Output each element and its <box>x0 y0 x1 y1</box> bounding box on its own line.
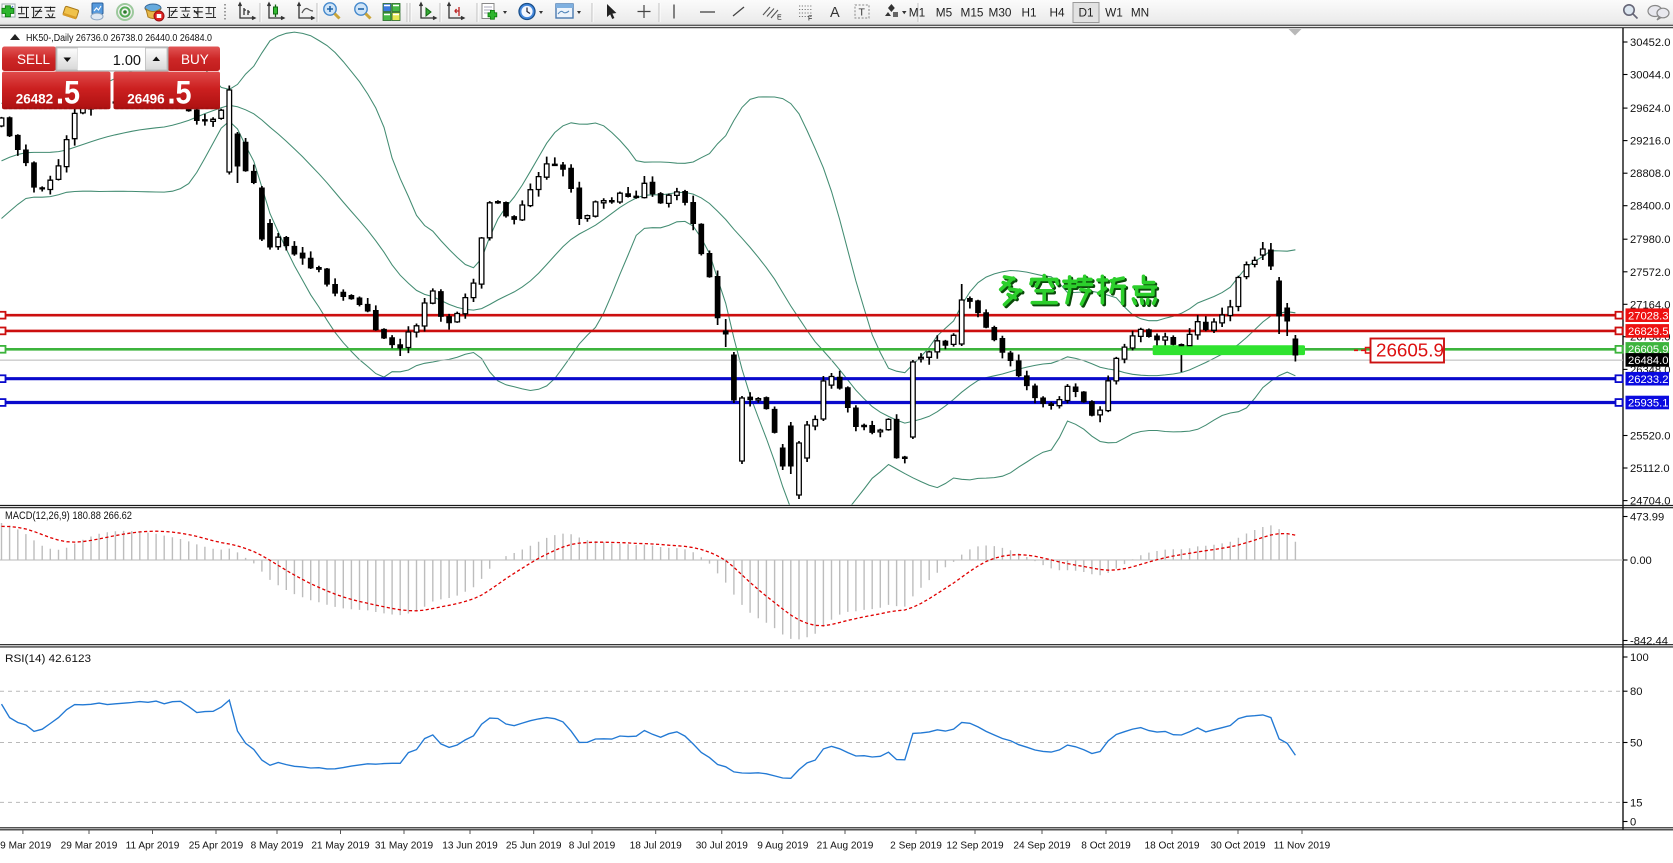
svg-text:30044.0: 30044.0 <box>1630 70 1670 82</box>
svg-text:27028.3: 27028.3 <box>1628 310 1668 322</box>
svg-text:80: 80 <box>1630 686 1642 698</box>
svg-text:25 Apr 2019: 25 Apr 2019 <box>189 841 244 852</box>
svg-text:11 Apr 2019: 11 Apr 2019 <box>126 841 180 852</box>
svg-text:473.99: 473.99 <box>1630 512 1664 524</box>
svg-text:25520.0: 25520.0 <box>1630 431 1670 443</box>
svg-text:30 Jul 2019: 30 Jul 2019 <box>696 841 749 852</box>
svg-text:15: 15 <box>1630 797 1642 809</box>
svg-text:M5: M5 <box>936 6 953 20</box>
svg-text:25935.1: 25935.1 <box>1628 398 1668 410</box>
svg-text:29624.0: 29624.0 <box>1630 103 1670 115</box>
svg-text:-842.44: -842.44 <box>1630 636 1668 648</box>
svg-text:12 Sep 2019: 12 Sep 2019 <box>946 841 1004 852</box>
svg-text:26829.5: 26829.5 <box>1628 326 1668 338</box>
svg-text:31 May 2019: 31 May 2019 <box>375 841 434 852</box>
svg-text:MN: MN <box>1131 6 1149 20</box>
svg-text:26233.2: 26233.2 <box>1628 374 1668 386</box>
svg-text:28400.0: 28400.0 <box>1630 201 1670 213</box>
svg-text:11 Nov 2019: 11 Nov 2019 <box>1274 841 1331 852</box>
svg-text:.5: .5 <box>56 75 80 111</box>
svg-text:18 Jul 2019: 18 Jul 2019 <box>630 841 683 852</box>
svg-text:8 Jul 2019: 8 Jul 2019 <box>569 841 616 852</box>
svg-text:SELL: SELL <box>17 52 51 67</box>
svg-text:18 Oct 2019: 18 Oct 2019 <box>1145 841 1200 852</box>
svg-text:26496: 26496 <box>127 91 165 106</box>
svg-text:0.00: 0.00 <box>1630 555 1652 567</box>
svg-text:9 Aug 2019: 9 Aug 2019 <box>757 841 808 852</box>
svg-text:100: 100 <box>1630 652 1649 664</box>
svg-text:W1: W1 <box>1105 6 1123 20</box>
svg-text:21 Aug 2019: 21 Aug 2019 <box>817 841 874 852</box>
svg-text:0: 0 <box>1630 817 1636 829</box>
svg-text:M15: M15 <box>961 6 984 20</box>
svg-text:19 Mar 2019: 19 Mar 2019 <box>0 841 52 852</box>
svg-text:24704.0: 24704.0 <box>1630 496 1670 508</box>
svg-text:A: A <box>830 5 840 21</box>
svg-text:25112.0: 25112.0 <box>1630 463 1670 475</box>
svg-text:H4: H4 <box>1049 6 1065 20</box>
svg-text:13 Jun 2019: 13 Jun 2019 <box>442 841 498 852</box>
svg-text:M30: M30 <box>989 6 1012 20</box>
svg-text:28808.0: 28808.0 <box>1630 168 1670 180</box>
svg-text:2 Sep 2019: 2 Sep 2019 <box>890 841 942 852</box>
svg-text:26482: 26482 <box>16 91 53 106</box>
svg-text:M1: M1 <box>909 6 925 20</box>
svg-text:MACD(12,26,9) 180.88 266.62: MACD(12,26,9) 180.88 266.62 <box>5 510 132 522</box>
svg-text:26605.9: 26605.9 <box>1376 340 1444 361</box>
svg-text:29 Mar 2019: 29 Mar 2019 <box>61 841 118 852</box>
svg-text:BUY: BUY <box>181 52 209 67</box>
svg-text:27572.0: 27572.0 <box>1630 267 1670 279</box>
svg-text:RSI(14) 42.6123: RSI(14) 42.6123 <box>5 653 91 665</box>
svg-text:30452.0: 30452.0 <box>1630 37 1670 49</box>
svg-text:D1: D1 <box>1078 6 1093 20</box>
svg-text:1.00: 1.00 <box>113 53 141 69</box>
svg-text:E: E <box>777 15 782 22</box>
svg-text:21 May 2019: 21 May 2019 <box>311 841 370 852</box>
svg-text:26484.0: 26484.0 <box>1628 355 1668 367</box>
svg-text:F: F <box>808 16 812 23</box>
svg-text:8 Oct 2019: 8 Oct 2019 <box>1081 841 1131 852</box>
svg-text:HK50-,Daily 26736.0 26738.0 2: HK50-,Daily 26736.0 26738.0 26440.0 2648… <box>26 33 212 44</box>
svg-text:25 Jun 2019: 25 Jun 2019 <box>506 841 562 852</box>
svg-text:29216.0: 29216.0 <box>1630 136 1670 148</box>
svg-text:H1: H1 <box>1021 6 1036 20</box>
svg-text:T: T <box>859 7 866 19</box>
svg-text:24 Sep 2019: 24 Sep 2019 <box>1013 841 1071 852</box>
svg-text:27164.0: 27164.0 <box>1630 299 1670 311</box>
svg-text:.5: .5 <box>168 75 192 111</box>
svg-text:30 Oct 2019: 30 Oct 2019 <box>1211 841 1266 852</box>
svg-text:8 May 2019: 8 May 2019 <box>251 841 304 852</box>
svg-text:27980.0: 27980.0 <box>1630 234 1670 246</box>
svg-text:50: 50 <box>1630 738 1642 750</box>
